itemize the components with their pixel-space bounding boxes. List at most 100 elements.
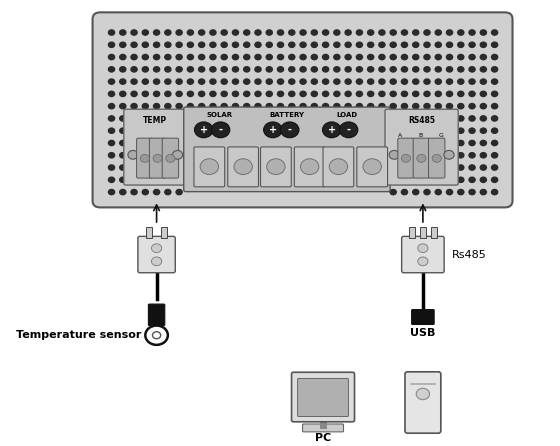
Circle shape — [145, 326, 168, 345]
Circle shape — [329, 159, 348, 174]
Circle shape — [165, 79, 171, 84]
Circle shape — [244, 30, 250, 35]
FancyBboxPatch shape — [402, 236, 444, 273]
Circle shape — [109, 67, 115, 72]
Bar — [409, 227, 415, 238]
Circle shape — [458, 153, 464, 158]
Circle shape — [165, 67, 171, 72]
Circle shape — [232, 30, 239, 35]
Circle shape — [142, 30, 148, 35]
Circle shape — [379, 79, 385, 84]
Circle shape — [165, 42, 171, 47]
Circle shape — [109, 79, 115, 84]
Circle shape — [435, 91, 441, 96]
Circle shape — [221, 103, 227, 109]
Circle shape — [311, 91, 318, 96]
Circle shape — [446, 67, 452, 72]
Circle shape — [446, 30, 452, 35]
Circle shape — [492, 116, 498, 121]
Circle shape — [120, 42, 126, 47]
Text: PC: PC — [315, 433, 331, 443]
Circle shape — [390, 190, 396, 195]
Circle shape — [300, 42, 306, 47]
Circle shape — [469, 91, 475, 96]
Circle shape — [345, 103, 351, 109]
Circle shape — [480, 128, 487, 133]
Circle shape — [413, 30, 419, 35]
Circle shape — [281, 122, 299, 138]
Circle shape — [435, 54, 441, 60]
Circle shape — [266, 79, 272, 84]
Circle shape — [131, 79, 137, 84]
Circle shape — [277, 42, 283, 47]
Circle shape — [469, 153, 475, 158]
Circle shape — [199, 79, 205, 84]
Circle shape — [367, 30, 374, 35]
Circle shape — [458, 177, 464, 182]
Circle shape — [120, 30, 126, 35]
Circle shape — [458, 42, 464, 47]
Circle shape — [176, 91, 182, 96]
Circle shape — [109, 165, 115, 170]
Circle shape — [300, 54, 306, 60]
Circle shape — [469, 30, 475, 35]
Circle shape — [131, 91, 137, 96]
Circle shape — [345, 54, 351, 60]
Circle shape — [152, 332, 161, 339]
Circle shape — [379, 91, 385, 96]
Circle shape — [323, 67, 329, 72]
Circle shape — [131, 67, 137, 72]
Circle shape — [221, 79, 227, 84]
Circle shape — [402, 42, 408, 47]
Circle shape — [367, 42, 374, 47]
Circle shape — [109, 116, 115, 121]
Circle shape — [458, 190, 464, 195]
Circle shape — [345, 91, 351, 96]
Circle shape — [255, 67, 261, 72]
Circle shape — [432, 154, 441, 162]
Text: -: - — [347, 125, 351, 135]
Circle shape — [492, 42, 498, 47]
Circle shape — [402, 154, 410, 162]
Circle shape — [244, 42, 250, 47]
Circle shape — [120, 165, 126, 170]
Text: +: + — [269, 125, 277, 135]
Circle shape — [166, 154, 175, 162]
FancyBboxPatch shape — [228, 147, 259, 187]
Circle shape — [289, 42, 295, 47]
Circle shape — [390, 67, 396, 72]
Circle shape — [390, 91, 396, 96]
Circle shape — [402, 30, 408, 35]
Circle shape — [345, 67, 351, 72]
Circle shape — [356, 54, 362, 60]
Circle shape — [289, 103, 295, 109]
Circle shape — [109, 190, 115, 195]
Circle shape — [109, 103, 115, 109]
Circle shape — [255, 91, 261, 96]
FancyBboxPatch shape — [184, 107, 390, 192]
Circle shape — [469, 103, 475, 109]
Circle shape — [367, 54, 374, 60]
Circle shape — [480, 67, 487, 72]
Circle shape — [402, 67, 408, 72]
FancyBboxPatch shape — [138, 236, 175, 273]
Circle shape — [153, 30, 160, 35]
Circle shape — [424, 42, 430, 47]
FancyBboxPatch shape — [295, 147, 325, 187]
Circle shape — [389, 150, 399, 159]
Circle shape — [492, 103, 498, 109]
Circle shape — [458, 30, 464, 35]
FancyBboxPatch shape — [260, 147, 291, 187]
Circle shape — [458, 165, 464, 170]
Circle shape — [458, 140, 464, 145]
Circle shape — [390, 30, 396, 35]
Circle shape — [289, 79, 295, 84]
Text: Temperature sensor: Temperature sensor — [16, 330, 141, 340]
Circle shape — [424, 79, 430, 84]
Circle shape — [469, 177, 475, 182]
Circle shape — [199, 42, 205, 47]
Circle shape — [200, 159, 218, 174]
Circle shape — [153, 190, 160, 195]
Circle shape — [210, 79, 216, 84]
Bar — [146, 227, 152, 238]
